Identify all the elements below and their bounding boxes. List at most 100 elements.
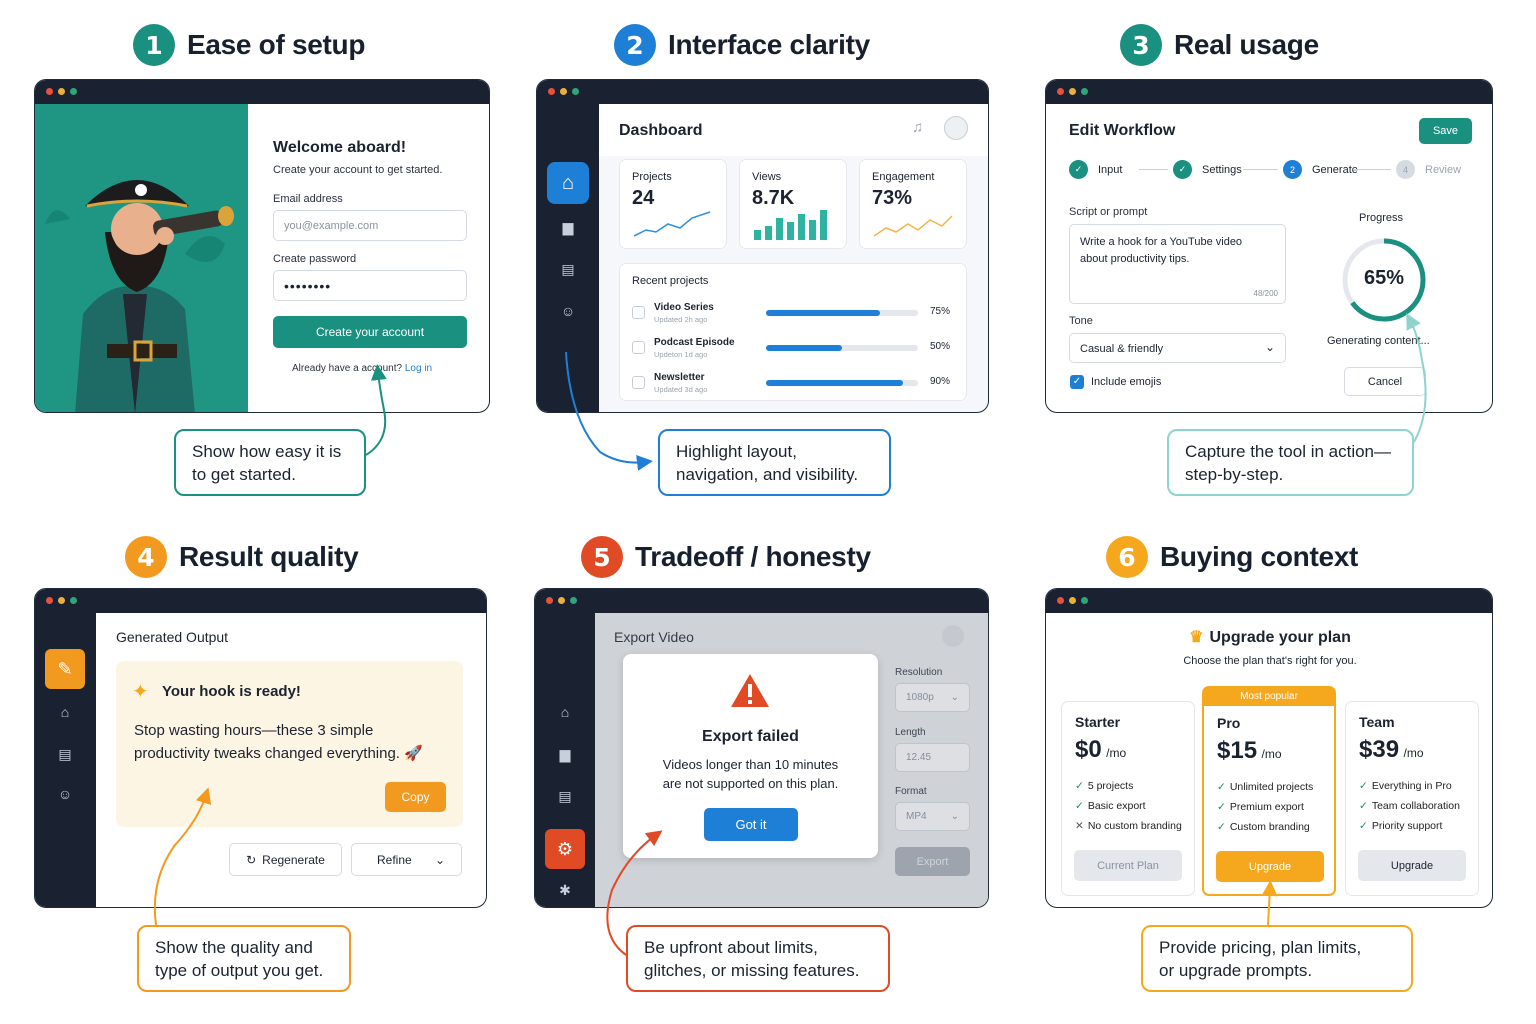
users-icon[interactable]: ☺: [57, 786, 73, 802]
emojis-checkbox[interactable]: ✓: [1070, 375, 1084, 389]
project-updated: Updated 2h ago: [654, 315, 708, 324]
step-number-badge: 5: [581, 536, 623, 578]
stat-value: 8.7K: [752, 187, 795, 209]
minimize-dot[interactable]: [558, 597, 565, 604]
project-row[interactable]: Video Series Updated 2h ago 75%: [632, 300, 958, 330]
copy-button[interactable]: Copy: [385, 782, 446, 812]
project-name: Newsletter: [654, 372, 705, 383]
minimize-dot[interactable]: [1069, 597, 1076, 604]
close-dot[interactable]: [1057, 88, 1064, 95]
plan-card-pro: Most popular Pro $15 /mo ✓ Unlimited project…: [1202, 686, 1336, 896]
feature-item: ✓ Priority support: [1359, 820, 1479, 832]
save-button[interactable]: Save: [1419, 118, 1472, 144]
file-icon: [632, 306, 645, 319]
magic-wand-icon[interactable]: ✎: [45, 649, 85, 689]
chevron-down-icon: ⌄: [434, 852, 445, 867]
avatar[interactable]: [944, 116, 968, 140]
password-field[interactable]: ••••••••: [273, 270, 467, 301]
section-title: Real usage: [1174, 29, 1319, 60]
step-circle[interactable]: ✓: [1173, 160, 1192, 179]
close-dot[interactable]: [46, 88, 53, 95]
page-title: Generated Output: [116, 629, 229, 645]
got-it-button[interactable]: Got it: [704, 808, 798, 841]
gear-icon[interactable]: ✱: [559, 881, 571, 898]
format-select[interactable]: MP4 ⌄: [895, 802, 970, 831]
popular-badge: Most popular: [1204, 688, 1334, 706]
project-row[interactable]: Newsletter Updated 3d ago 90%: [632, 370, 958, 400]
close-dot[interactable]: [46, 597, 53, 604]
modal-title: Export failed: [702, 728, 799, 745]
step-label: Settings: [1202, 164, 1242, 176]
chart-icon[interactable]: ▆: [559, 745, 571, 762]
step-circle[interactable]: 4: [1396, 160, 1415, 179]
length-field[interactable]: 12.45: [895, 743, 970, 772]
close-dot[interactable]: [546, 597, 553, 604]
avatar[interactable]: [942, 625, 964, 647]
refine-dropdown[interactable]: Refine ⌄: [351, 843, 462, 876]
project-row[interactable]: Podcast Episode Updeton 1d ago 50%: [632, 335, 958, 365]
maximize-dot[interactable]: [1081, 597, 1088, 604]
window-titlebar: [537, 80, 988, 104]
x-icon: ✕: [1075, 820, 1084, 832]
chart-icon[interactable]: ▆: [562, 218, 574, 235]
email-field[interactable]: you@example.com: [273, 210, 467, 241]
resolution-select[interactable]: 1080p ⌄: [895, 683, 970, 712]
close-dot[interactable]: [1057, 597, 1064, 604]
feature-item: ✓ 5 projects: [1075, 780, 1195, 792]
recent-title: Recent projects: [632, 275, 709, 287]
check-icon: ✓: [1075, 800, 1084, 812]
folder-icon[interactable]: ▤: [561, 260, 575, 277]
settings-icon[interactable]: ⚙: [545, 829, 585, 869]
folder-icon[interactable]: ▤: [58, 745, 72, 762]
minimize-dot[interactable]: [560, 88, 567, 95]
progress-percent: 90%: [930, 376, 951, 387]
folder-icon[interactable]: ▤: [558, 787, 572, 804]
heading-result-quality: 4 Result quality: [125, 534, 359, 580]
refresh-icon: ↻: [246, 852, 257, 867]
tone-select[interactable]: Casual & friendly ⌄: [1069, 333, 1286, 363]
upgrade-button[interactable]: Upgrade: [1358, 850, 1466, 881]
sidebar: ⌂ ▆ ▤ ⚙ ✱: [535, 613, 595, 907]
feature-text: Custom branding: [1229, 821, 1310, 833]
welcome-title: Welcome aboard!: [273, 139, 407, 156]
maximize-dot[interactable]: [1081, 88, 1088, 95]
progress-fill: [766, 380, 903, 386]
page-title: Export Video: [614, 629, 694, 645]
home-icon[interactable]: ⌂: [60, 704, 70, 720]
close-dot[interactable]: [548, 88, 555, 95]
maximize-dot[interactable]: [572, 88, 579, 95]
email-label: Email address: [273, 193, 343, 205]
bell-icon[interactable]: ♫: [912, 119, 924, 136]
users-icon[interactable]: ☺: [560, 303, 576, 319]
maximize-dot[interactable]: [70, 88, 77, 95]
cancel-button[interactable]: Cancel: [1344, 367, 1426, 396]
create-account-button[interactable]: Create your account: [273, 316, 467, 348]
minimize-dot[interactable]: [58, 597, 65, 604]
upgrade-button[interactable]: Upgrade: [1216, 851, 1324, 882]
sidebar: ⌂ ▆ ▤ ☺: [537, 104, 599, 412]
step-circle[interactable]: ✓: [1069, 160, 1088, 179]
regenerate-button[interactable]: ↻ Regenerate: [229, 843, 342, 876]
home-icon[interactable]: ⌂: [560, 704, 570, 720]
step-number-badge: 6: [1106, 536, 1148, 578]
maximize-dot[interactable]: [70, 597, 77, 604]
export-button[interactable]: Export: [895, 847, 970, 876]
stepper: ✓ Input ✓ Settings 2 Generate 4 Review: [1069, 160, 1479, 182]
minimize-dot[interactable]: [1069, 88, 1076, 95]
window-titlebar: [35, 589, 486, 613]
script-textarea[interactable]: Write a hook for a YouTube video about p…: [1069, 224, 1286, 304]
plan-period: /mo: [1403, 746, 1424, 760]
callout-line: step-by-step.: [1185, 465, 1284, 484]
login-prompt: Already have a account? Log in: [292, 363, 432, 374]
progress-track: [766, 310, 918, 316]
current-plan-button[interactable]: Current Plan: [1074, 850, 1182, 881]
generating-status: Generating content...: [1327, 335, 1430, 347]
login-link[interactable]: Log in: [404, 363, 433, 374]
maximize-dot[interactable]: [570, 597, 577, 604]
home-icon[interactable]: ⌂: [547, 162, 589, 204]
script-line-2: about productivity tips.: [1080, 253, 1190, 265]
step-circle[interactable]: 2: [1283, 160, 1302, 179]
pirate-illustration: [45, 180, 234, 412]
chevron-down-icon: ⌄: [1264, 340, 1275, 354]
minimize-dot[interactable]: [58, 88, 65, 95]
